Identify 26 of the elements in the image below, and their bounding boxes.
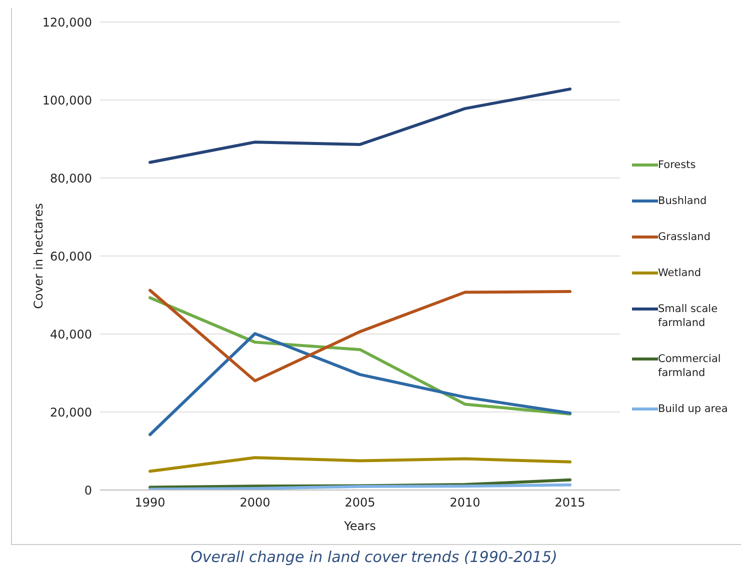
line-series — [148, 88, 572, 164]
x-axis-title: Years — [343, 519, 376, 533]
line-series — [148, 456, 572, 473]
legend-label: Wetland — [658, 266, 702, 280]
y-axis-title: Cover in hectares — [31, 203, 46, 309]
x-tick-label: 1990 — [134, 496, 166, 510]
legend-label: Small scale farmland — [658, 302, 719, 330]
y-tick-label: 120,000 — [42, 15, 92, 30]
legend-label: Commercial farmland — [658, 352, 722, 380]
x-tick-label: 2010 — [450, 496, 480, 510]
y-tick-label: 60,000 — [50, 249, 92, 264]
y-tick-label: 40,000 — [50, 327, 92, 342]
y-tick-label: 20,000 — [50, 405, 92, 420]
line-series — [148, 332, 572, 436]
y-tick-label: 0 — [84, 483, 92, 498]
legend-label: Forests — [658, 158, 696, 172]
line-series — [148, 288, 572, 382]
x-tick-label: 2000 — [240, 496, 270, 510]
legend-label: Bushland — [658, 194, 707, 208]
x-tick-label: 2005 — [344, 496, 376, 510]
legend-label: Build up area — [658, 402, 728, 416]
text: Overall change in land cover trends (1990-2015) — [190, 548, 558, 566]
legend-label: Grassland — [658, 230, 710, 244]
y-tick-label: 100,000 — [42, 93, 92, 108]
y-tick-label: 80,000 — [50, 171, 92, 186]
x-tick-label: 2015 — [554, 496, 586, 510]
